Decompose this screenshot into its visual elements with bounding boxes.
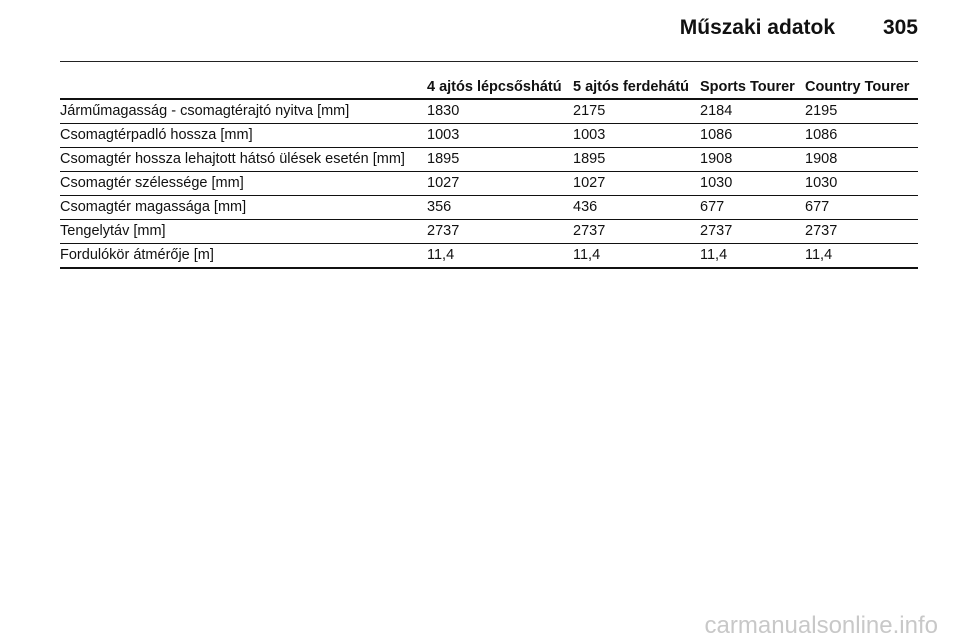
cell-value: 11,4 bbox=[805, 243, 918, 269]
row-label: Tengelytáv [mm] bbox=[60, 219, 427, 244]
cell-value: 1003 bbox=[573, 123, 700, 148]
cell-value: 2737 bbox=[427, 219, 573, 244]
cell-value: 11,4 bbox=[573, 243, 700, 269]
cell-value: 11,4 bbox=[427, 243, 573, 269]
row-label: Csomagtér szélessége [mm] bbox=[60, 171, 427, 196]
watermark: carmanualsonline.info bbox=[704, 612, 938, 639]
cell-value: 1908 bbox=[700, 147, 805, 172]
cell-value: 1030 bbox=[805, 171, 918, 196]
table-row: Tengelytáv [mm] 2737 2737 2737 2737 bbox=[60, 219, 918, 244]
cell-value: 1895 bbox=[573, 147, 700, 172]
header-title: Műszaki adatok bbox=[679, 16, 835, 39]
page-number: 305 bbox=[882, 16, 918, 39]
cell-value: 2737 bbox=[805, 219, 918, 244]
cell-value: 1086 bbox=[700, 123, 805, 148]
table-row: Csomagtér szélessége [mm] 1027 1027 1030 103… bbox=[60, 171, 918, 196]
cell-value: 2184 bbox=[700, 99, 805, 124]
row-label: Fordulókör átmérője [m] bbox=[60, 243, 427, 269]
column-header: Country Tourer bbox=[805, 79, 918, 100]
cell-value: 1086 bbox=[805, 123, 918, 148]
header-cell bbox=[60, 79, 427, 100]
header-row: 4 ajtós lépcsőshátú 5 ajtós ferdehátú Spor… bbox=[60, 79, 918, 100]
cell-value: 1895 bbox=[427, 147, 573, 172]
header-rule bbox=[60, 61, 918, 62]
spec-table: 4 ajtós lépcsőshátú 5 ajtós ferdehátú Spor… bbox=[60, 79, 918, 269]
cell-value: 1908 bbox=[805, 147, 918, 172]
cell-value: 11,4 bbox=[700, 243, 805, 269]
cell-value: 1030 bbox=[700, 171, 805, 196]
table-row: Fordulókör átmérője [m] 11,4 11,4 11,4 11,4 bbox=[60, 243, 918, 269]
row-label: Csomagtér hossza lehajtott hátsó ülések … bbox=[60, 147, 427, 172]
table-row: Csomagtér hossza lehajtott hátsó ülések … bbox=[60, 147, 918, 172]
cell-value: 436 bbox=[573, 195, 700, 220]
column-header: 4 ajtós lépcsőshátú bbox=[427, 79, 573, 100]
cell-value: 1027 bbox=[427, 171, 573, 196]
cell-value: 2195 bbox=[805, 99, 918, 124]
cell-value: 356 bbox=[427, 195, 573, 220]
cell-value: 2737 bbox=[573, 219, 700, 244]
column-header: 5 ajtós ferdehátú bbox=[573, 79, 700, 100]
cell-value: 2175 bbox=[573, 99, 700, 124]
cell-value: 677 bbox=[700, 195, 805, 220]
row-label: Csomagtérpadló hossza [mm] bbox=[60, 123, 427, 148]
row-label: Csomagtér magassága [mm] bbox=[60, 195, 427, 220]
table-row: Járműmagasság - csomagtérajtó nyitva [mm… bbox=[60, 99, 918, 124]
column-header: Sports Tourer bbox=[700, 79, 805, 100]
row-label: Járműmagasság - csomagtérajtó nyitva [mm… bbox=[60, 99, 427, 124]
table-row: Csomagtér magassága [mm] 356 436 677 677 bbox=[60, 195, 918, 220]
table-row: Csomagtérpadló hossza [mm] 1003 1003 1086 10… bbox=[60, 123, 918, 148]
cell-value: 2737 bbox=[700, 219, 805, 244]
cell-value: 677 bbox=[805, 195, 918, 220]
cell-value: 1003 bbox=[427, 123, 573, 148]
cell-value: 1830 bbox=[427, 99, 573, 124]
cell-value: 1027 bbox=[573, 171, 700, 196]
